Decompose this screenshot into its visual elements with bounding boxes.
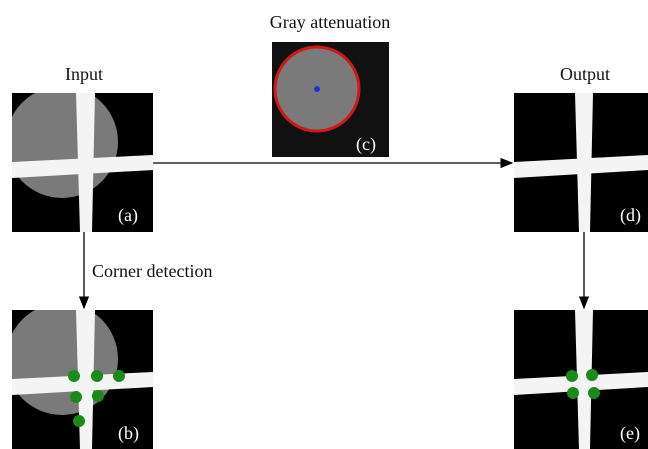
heading: Input bbox=[65, 64, 103, 84]
panel-tag: (a) bbox=[118, 205, 138, 226]
page: Input Gray attenuation Output Corner det… bbox=[0, 0, 648, 449]
panel-tag: (e) bbox=[620, 423, 640, 444]
panel-tag: (b) bbox=[118, 423, 139, 444]
edge-label: Corner detection bbox=[92, 261, 212, 281]
heading: Gray attenuation bbox=[270, 12, 390, 32]
heading: Output bbox=[560, 64, 610, 84]
panel-tag: (d) bbox=[620, 205, 641, 226]
diagram: Input Gray attenuation Output Corner det… bbox=[0, 0, 648, 449]
panel-tag: (c) bbox=[356, 134, 376, 155]
